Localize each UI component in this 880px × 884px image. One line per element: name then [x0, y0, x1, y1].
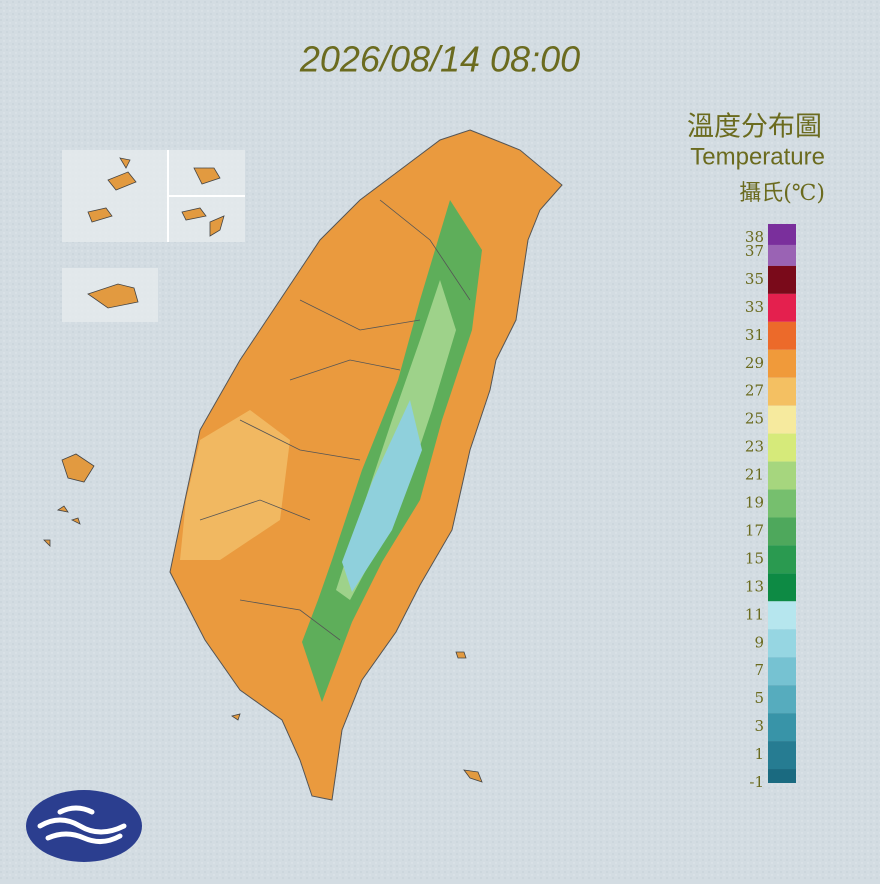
logo	[26, 790, 142, 862]
legend-tick-label: 19	[745, 494, 764, 512]
island-insets	[43, 150, 483, 783]
legend-unit: 攝氏(℃)	[739, 181, 825, 206]
legend-title: 溫度分布圖	[687, 112, 822, 143]
legend-band	[768, 244, 796, 266]
legend-tick-label: 25	[745, 410, 764, 428]
legend-band	[768, 461, 796, 490]
legend-tick-label: -1	[749, 773, 764, 791]
legend-tick-label: 38	[745, 228, 764, 246]
legend-band	[768, 377, 796, 406]
legend-tick-label: 23	[745, 438, 764, 456]
legend-band	[768, 517, 796, 546]
legend-band	[768, 629, 796, 658]
legend-tick-label: 17	[745, 521, 764, 539]
legend-band	[768, 657, 796, 686]
legend-band	[768, 741, 796, 770]
legend-tick-label: 3	[754, 717, 764, 735]
legend-band	[768, 545, 796, 574]
legend-tick-label: 29	[745, 354, 764, 372]
legend-band	[768, 293, 796, 322]
legend-band	[768, 433, 796, 462]
timestamp: 2026/08/14 08:00	[299, 39, 580, 80]
legend-band	[768, 573, 796, 602]
legend-band	[768, 713, 796, 742]
legend-band	[768, 769, 796, 783]
legend-band	[768, 265, 796, 294]
legend-subtitle: Temperature	[690, 143, 825, 170]
legend-band	[768, 349, 796, 378]
legend-tick-label: 21	[745, 466, 764, 484]
legend-tick-label: 35	[745, 270, 764, 288]
legend-tick-label: 27	[745, 382, 764, 400]
legend-tick-label: 9	[754, 633, 764, 651]
legend-band	[768, 321, 796, 350]
taiwan-map	[169, 129, 563, 801]
legend-tick-label: 13	[745, 577, 764, 595]
legend-band	[768, 489, 796, 518]
legend-tick-label: 11	[745, 605, 764, 623]
legend-tick-label: 31	[745, 326, 764, 344]
legend-tick-label: 33	[745, 298, 764, 316]
legend-tick-label: 37	[745, 242, 764, 260]
legend-tick-label: 1	[754, 745, 764, 763]
legend-band	[768, 405, 796, 434]
legend-tick-label: 5	[754, 689, 764, 707]
legend-band	[768, 685, 796, 714]
legend-tick-label: 7	[754, 661, 764, 679]
legend-band	[768, 224, 796, 245]
legend-band	[768, 601, 796, 630]
legend-tick-label: 15	[745, 549, 764, 567]
